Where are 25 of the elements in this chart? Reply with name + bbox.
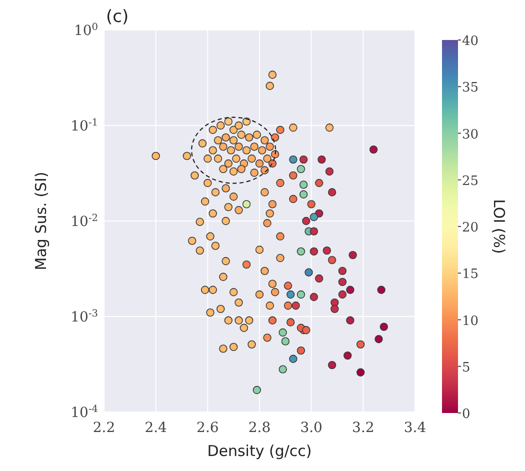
- y-tick-label: 10$^{-3}$: [70, 308, 98, 326]
- y-tick-label: 10$^{-1}$: [70, 117, 98, 134]
- y-axis-title: Mag Sus. (SI): [32, 172, 50, 270]
- y-tick-label: 10$^{-4}$: [70, 404, 98, 421]
- color-bar-label: 20: [462, 220, 479, 236]
- color-bar-label: 5: [462, 360, 470, 376]
- y-tick-label: 10$^{-2}$: [70, 212, 98, 230]
- color-bar-label: 15: [462, 267, 479, 282]
- x-axis-title: Density (g/cc): [207, 442, 312, 460]
- color-bar-label: 10: [462, 314, 479, 329]
- y-tick-label: 10$^{0}$: [74, 22, 98, 39]
- x-tick-label: 3.4: [404, 420, 426, 436]
- x-tick-label: 2.6: [196, 420, 219, 436]
- x-tick-label: 3.0: [300, 420, 322, 436]
- color-bar-label: 25: [462, 174, 479, 189]
- color-bar-label: 35: [462, 80, 479, 96]
- x-tick-label: 2.4: [144, 420, 168, 436]
- x-tick-label: 2.2: [92, 420, 116, 436]
- color-bar-title: LOI (%): [490, 199, 508, 254]
- x-tick-label: 2.8: [248, 420, 271, 436]
- color-bar-label: 40: [462, 34, 479, 49]
- x-tick-label: 3.2: [352, 420, 374, 436]
- chart-title: (c): [106, 7, 129, 27]
- color-bar-label: 0: [462, 407, 470, 422]
- color-bar-label: 30: [462, 127, 479, 142]
